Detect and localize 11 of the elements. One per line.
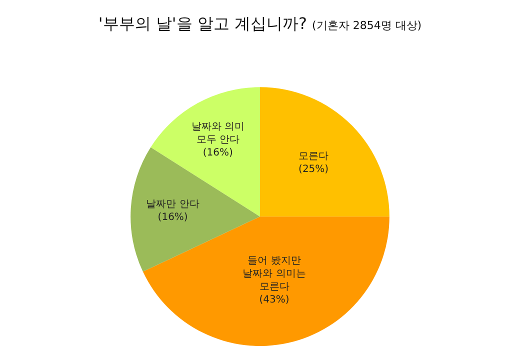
pie-slice [260, 87, 390, 217]
chart-subtitle: (기혼자 2854명 대상) [312, 18, 422, 32]
data-label: (43%) [259, 294, 290, 306]
data-label: (16%) [202, 148, 234, 159]
chart-title: '부부의 날'을 알고 계십니까? [98, 14, 307, 33]
data-label: (25%) [298, 164, 329, 175]
slice-label: 날짜만 안다 [146, 199, 200, 210]
data-label: (16%) [158, 212, 188, 224]
slice-label: 들어 봤지만 날짜와 의미는 모른다 [242, 255, 306, 292]
slice-label: 날짜와 의미 모두 안다 [191, 122, 245, 146]
slice-label: 모른다 [298, 150, 329, 162]
